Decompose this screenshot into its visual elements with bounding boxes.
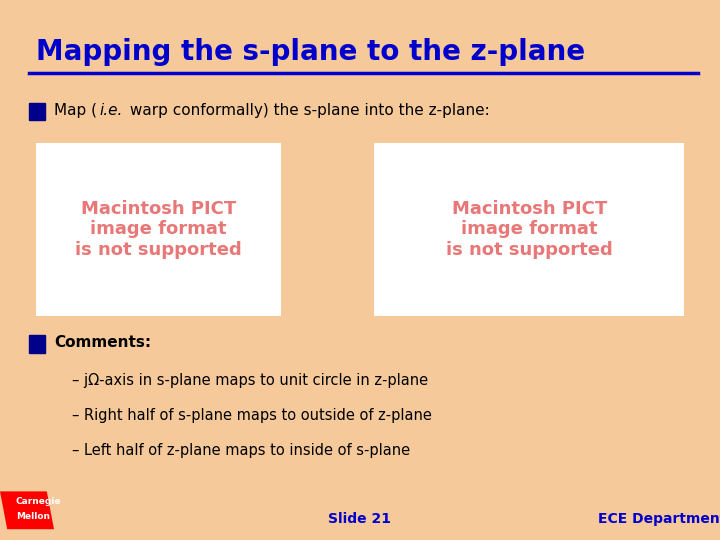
Bar [29, 335, 45, 353]
Text: Macintosh PICT
image format
is not supported: Macintosh PICT image format is not suppo… [75, 200, 242, 259]
Text: Macintosh PICT
image format
is not supported: Macintosh PICT image format is not suppo… [446, 200, 613, 259]
Text: Carnegie: Carnegie [16, 497, 61, 505]
Text: Map (: Map ( [54, 103, 97, 118]
Text: Slide 21: Slide 21 [328, 512, 392, 526]
Text: warp conformally) the s-plane into the z-plane:: warp conformally) the s-plane into the z… [125, 103, 490, 118]
Text: Comments:: Comments: [54, 335, 151, 350]
Text: ECE Department: ECE Department [598, 512, 720, 526]
Bar [36, 143, 281, 316]
Bar [374, 143, 684, 316]
Bar [29, 103, 45, 120]
Text: – Right half of s-plane maps to outside of z-plane: – Right half of s-plane maps to outside … [72, 408, 432, 423]
Text: – Left half of z-plane maps to inside of s-plane: – Left half of z-plane maps to inside of… [72, 443, 410, 458]
Polygon shape [0, 491, 54, 529]
Text: – jΩ-axis in s-plane maps to unit circle in z-plane: – jΩ-axis in s-plane maps to unit circle… [72, 373, 428, 388]
Text: Mellon: Mellon [16, 512, 50, 521]
Text: i.e.: i.e. [99, 103, 122, 118]
Text: Mapping the s-plane to the z-plane: Mapping the s-plane to the z-plane [36, 38, 585, 66]
